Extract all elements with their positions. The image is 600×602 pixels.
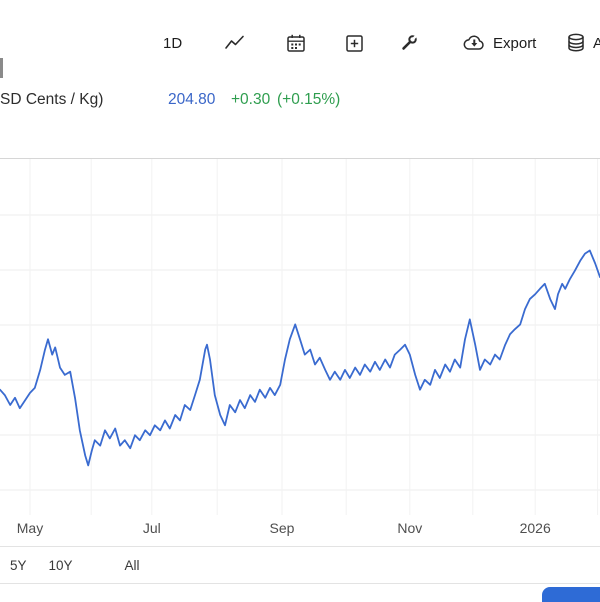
calendar-button[interactable] [285, 26, 307, 60]
range-button-5y[interactable]: 5Y [10, 557, 27, 573]
range-button-all[interactable]: All [124, 557, 140, 573]
chat-widget-button[interactable] [542, 587, 600, 602]
last-price: 204.80 [168, 91, 216, 108]
chart-toolbar: 1D [0, 26, 600, 78]
data-button-label: A [593, 34, 600, 52]
database-icon [566, 32, 586, 54]
x-axis-label: 2026 [519, 520, 551, 536]
line-chart-icon [224, 33, 245, 54]
wrench-icon [398, 33, 419, 54]
tools-button[interactable] [398, 26, 419, 60]
x-axis-label: Sep [269, 520, 295, 536]
range-button-10y[interactable]: 10Y [48, 557, 73, 573]
add-indicator-button[interactable] [344, 26, 365, 60]
plus-square-icon [344, 33, 365, 54]
cropped-left-icon-fragment [0, 58, 3, 78]
plot-svg[interactable] [0, 159, 600, 515]
x-axis-label: May [16, 520, 44, 536]
x-axis-label: Jul [142, 520, 161, 536]
calendar-icon [285, 32, 307, 54]
x-axis-label: Nov [397, 520, 423, 536]
range-bar: 5Y 10Y All [0, 546, 600, 584]
interval-label: 1D [163, 34, 183, 52]
instrument-header: SD Cents / Kg) 204.80 +0.30 (+0.15%) [0, 88, 600, 112]
data-button[interactable]: A [566, 26, 600, 60]
export-label: Export [493, 34, 537, 52]
cloud-export-icon [462, 33, 486, 53]
chart-type-button[interactable] [224, 26, 245, 60]
x-axis: May Jul Sep Nov 2026 [0, 520, 600, 542]
export-button[interactable]: Export [462, 26, 536, 60]
instrument-label: SD Cents / Kg) [0, 91, 104, 108]
price-chart[interactable] [0, 158, 600, 515]
interval-button[interactable]: 1D [163, 26, 182, 60]
price-change: +0.30 [231, 91, 271, 108]
price-line [0, 249, 600, 467]
price-change-pct: (+0.15%) [277, 91, 341, 108]
